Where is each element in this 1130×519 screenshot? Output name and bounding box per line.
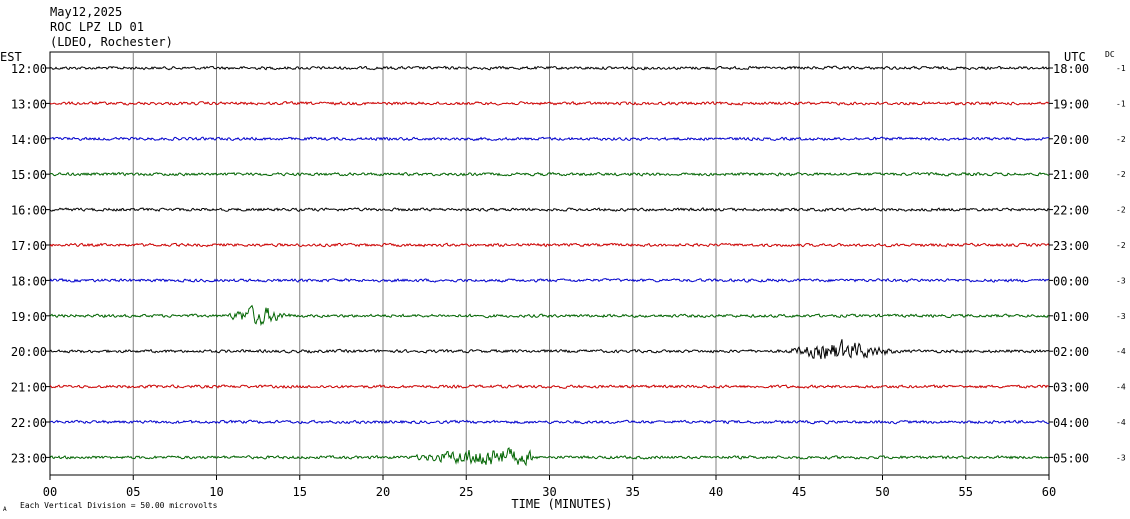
dc-offset-label: -1: [1116, 64, 1126, 73]
x-tick-label: 50: [875, 485, 889, 499]
x-tick-label: 20: [376, 485, 390, 499]
header-station: ROC LPZ LD 01: [50, 20, 144, 34]
dc-offset-label: -2: [1116, 170, 1126, 179]
x-tick-label: 55: [959, 485, 973, 499]
dc-offset-label: -4: [1116, 383, 1126, 392]
trace-row-1600: [49, 207, 1050, 212]
est-hour-label: 20:00: [11, 345, 47, 359]
trace-row-1900: [49, 304, 1050, 327]
dc-offset-label: -4: [1116, 418, 1126, 427]
trace-row-1500: [49, 171, 1050, 177]
x-tick-label: 40: [709, 485, 723, 499]
trace-row-1800: [49, 278, 1050, 283]
est-hour-label: 21:00: [11, 381, 47, 395]
trace-row-2100: [49, 384, 1050, 389]
utc-hour-label: 03:00: [1053, 381, 1089, 395]
trace-row-2200: [49, 419, 1050, 425]
footer-note: Each Vertical Division = 50.00 microvolt…: [20, 501, 218, 510]
trace-row-1700: [49, 242, 1050, 248]
dc-offset-label: -2: [1116, 241, 1126, 250]
dc-offset-label: -1: [1116, 99, 1126, 108]
utc-hour-label: 19:00: [1053, 97, 1089, 111]
utc-hour-label: 20:00: [1053, 133, 1089, 147]
x-tick-label: 45: [792, 485, 806, 499]
utc-hour-label: 04:00: [1053, 416, 1089, 430]
x-tick-label: 25: [459, 485, 473, 499]
utc-hour-label: 22:00: [1053, 204, 1089, 218]
est-hour-label: 14:00: [11, 133, 47, 147]
x-tick-label: 30: [542, 485, 556, 499]
est-hour-label: 13:00: [11, 97, 47, 111]
est-hour-label: 22:00: [11, 416, 47, 430]
x-tick-label: 35: [626, 485, 640, 499]
dc-offset-label: -3: [1116, 453, 1126, 462]
dc-offset-label: -2: [1116, 206, 1126, 215]
trace-row-2000: [49, 339, 1050, 360]
x-tick-label: 60: [1042, 485, 1056, 499]
x-tick-label: 15: [293, 485, 307, 499]
utc-hour-label: 00:00: [1053, 274, 1089, 288]
dc-offset-label: -3: [1116, 276, 1126, 285]
x-tick-label: 00: [43, 485, 57, 499]
dc-offset-label: -2: [1116, 135, 1126, 144]
x-axis-title: TIME (MINUTES): [511, 497, 612, 511]
header-network: (LDEO, Rochester): [50, 35, 173, 49]
est-hour-label: 18:00: [11, 274, 47, 288]
est-hour-label: 17:00: [11, 239, 47, 253]
est-hour-label: 16:00: [11, 204, 47, 218]
utc-hour-label: 23:00: [1053, 239, 1089, 253]
footer-mark: A: [3, 506, 7, 513]
trace-row-2300: [49, 447, 1050, 467]
dc-offset-label: -3: [1116, 312, 1126, 321]
x-tick-label: 10: [209, 485, 223, 499]
utc-hour-label: 05:00: [1053, 451, 1089, 465]
trace-row-1200: [49, 65, 1050, 71]
est-hour-label: 12:00: [11, 62, 47, 76]
est-hour-label: 23:00: [11, 451, 47, 465]
utc-hour-label: 18:00: [1053, 62, 1089, 76]
utc-hour-label: 01:00: [1053, 310, 1089, 324]
header-date: May12,2025: [50, 5, 122, 19]
x-tick-label: 05: [126, 485, 140, 499]
utc-hour-label: 21:00: [1053, 168, 1089, 182]
dc-header-label: DC: [1105, 50, 1115, 59]
left-timezone-label: EST: [0, 50, 22, 64]
right-timezone-label: UTC: [1064, 50, 1086, 64]
est-hour-label: 19:00: [11, 310, 47, 324]
est-hour-label: 15:00: [11, 168, 47, 182]
trace-row-1400: [49, 136, 1050, 142]
utc-hour-label: 02:00: [1053, 345, 1089, 359]
trace-row-1300: [49, 100, 1050, 106]
dc-offset-label: -4: [1116, 347, 1126, 356]
